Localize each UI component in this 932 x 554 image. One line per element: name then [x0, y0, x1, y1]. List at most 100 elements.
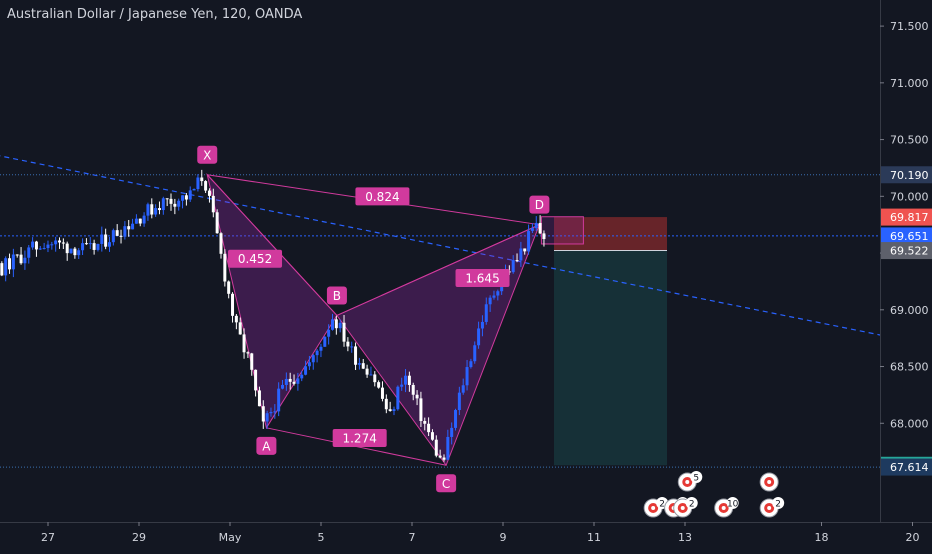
time-tick-label: 18: [815, 531, 829, 544]
candle-body: [119, 235, 123, 237]
pattern-point-b-label: B: [333, 289, 341, 303]
event-count-label: 10: [727, 500, 739, 510]
candle-body: [327, 329, 331, 337]
candle-body: [8, 258, 12, 270]
candle-body: [115, 230, 119, 236]
candle-body: [492, 295, 496, 298]
price-tick-label: 71.500: [890, 20, 929, 33]
candle-body: [50, 244, 54, 246]
ratio-tag[interactable]: [355, 187, 410, 206]
ratio-label: 0.824: [365, 190, 399, 204]
economic-event-icon[interactable]: 10: [714, 497, 739, 518]
candle-body: [100, 234, 104, 244]
position-target-zone[interactable]: [554, 250, 667, 466]
candle-body: [523, 248, 527, 252]
candle-body: [388, 409, 392, 411]
candle-body: [480, 321, 484, 329]
candle-body: [496, 291, 500, 296]
candle-body: [231, 293, 235, 316]
candle-body: [161, 198, 165, 211]
candle-body: [357, 363, 361, 365]
candle-body: [104, 234, 108, 247]
candle-body: [192, 189, 196, 191]
candle-body: [369, 374, 373, 376]
price-badge[interactable]: [881, 242, 932, 260]
candle-body: [169, 198, 173, 204]
pattern-point-b-tag[interactable]: [326, 286, 347, 305]
candle-body: [34, 241, 38, 250]
candle-body: [473, 345, 477, 362]
candle-body: [111, 230, 115, 243]
candle-body: [354, 346, 358, 365]
price-badge[interactable]: [881, 166, 932, 184]
price-tick-label: 68.000: [890, 417, 929, 430]
candle-body: [346, 341, 350, 347]
candle-body: [123, 226, 127, 237]
price-tick-label: 70.500: [890, 134, 929, 147]
ratio-tag[interactable]: [228, 249, 283, 268]
candle-body: [42, 248, 46, 250]
candle-body: [188, 190, 192, 200]
economic-event-icon[interactable]: 2: [673, 497, 698, 518]
price-tick-label: 71.000: [890, 77, 929, 90]
candle-body: [427, 423, 431, 433]
candle-body: [238, 322, 242, 335]
candle-body: [281, 384, 285, 389]
economic-event-icon[interactable]: 2: [759, 497, 785, 518]
economic-event-icon[interactable]: 2: [643, 497, 669, 518]
candle-body: [534, 222, 538, 229]
price-badge[interactable]: [881, 227, 932, 245]
candle-body: [107, 242, 111, 247]
candle-body: [288, 378, 292, 382]
candle-body: [488, 297, 492, 305]
time-tick-label: 9: [500, 531, 507, 544]
candle-body: [419, 398, 423, 422]
price-badge[interactable]: [881, 208, 932, 226]
time-tick-label: 20: [906, 531, 920, 544]
economic-event-icon[interactable]: [759, 472, 779, 492]
pattern-point-c-tag[interactable]: [436, 474, 457, 493]
candle-body: [96, 243, 100, 250]
event-count-label: 5: [693, 474, 699, 484]
pattern-point-a-tag[interactable]: [256, 436, 277, 455]
pattern-point-d-tag[interactable]: [529, 195, 550, 214]
price-badge-label: 69.651: [890, 230, 929, 243]
ratio-tag[interactable]: [455, 269, 510, 288]
candle-body: [465, 367, 469, 386]
candle-body: [361, 363, 365, 369]
candle-body: [196, 177, 200, 190]
pattern-point-x-tag[interactable]: [197, 145, 218, 164]
candle-body: [84, 243, 88, 245]
candle-body: [311, 355, 315, 363]
candle-body: [154, 208, 158, 215]
economic-event-icon[interactable]: 5: [677, 471, 703, 492]
pattern-leg-bd: [336, 224, 540, 316]
candle-body: [61, 242, 65, 244]
candle-body: [407, 375, 411, 385]
position-stop-zone[interactable]: [554, 217, 667, 251]
candle-body: [200, 177, 204, 182]
time-tick-label: 27: [41, 531, 55, 544]
candle-body: [19, 254, 23, 264]
ratio-tag[interactable]: [332, 429, 387, 448]
candle-body: [146, 204, 150, 216]
candle-body: [4, 258, 8, 276]
candle-body: [300, 374, 304, 379]
time-tick-label: 13: [678, 531, 692, 544]
candle-body: [484, 304, 488, 322]
price-badge[interactable]: [881, 458, 932, 476]
trendline[interactable]: [0, 110, 922, 343]
prz-box[interactable]: [540, 216, 584, 245]
candle-body: [257, 390, 261, 407]
candle-body: [250, 353, 254, 370]
candle-body: [81, 243, 85, 251]
candle-body: [380, 387, 384, 399]
candle-body: [315, 350, 319, 356]
candle-body: [0, 263, 4, 276]
event-count-badge: [772, 497, 785, 509]
time-tick-label: 29: [132, 531, 146, 544]
candle-body: [342, 322, 346, 342]
